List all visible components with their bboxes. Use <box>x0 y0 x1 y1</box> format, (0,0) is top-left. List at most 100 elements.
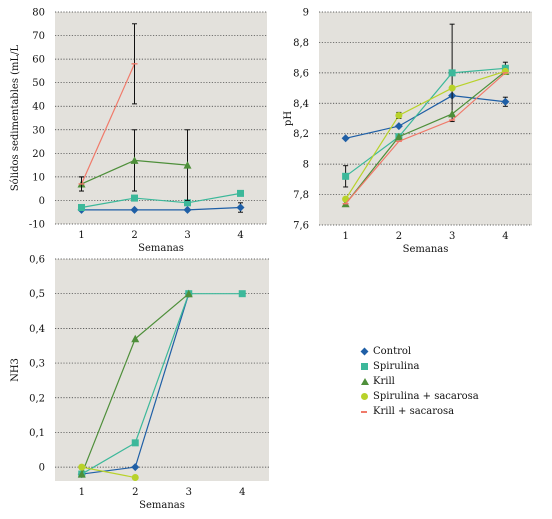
data-point <box>449 119 456 121</box>
y-tick-label: -10 <box>29 220 45 231</box>
plot-area <box>55 12 267 224</box>
data-point <box>183 205 192 214</box>
series-control <box>341 91 510 143</box>
data-point <box>130 156 139 164</box>
series-krill <box>77 289 193 478</box>
data-point <box>131 63 138 65</box>
series-spirulina-sacarosa <box>78 463 139 482</box>
y-tick-label: 0,2 <box>29 393 45 404</box>
x-tick-label: 1 <box>78 230 84 241</box>
square-icon <box>361 363 368 370</box>
y-tick-label: 8,6 <box>293 68 309 79</box>
y-tick-label: 0,6 <box>29 255 45 266</box>
data-point <box>131 334 140 343</box>
data-point <box>236 203 245 212</box>
x-tick-label: 4 <box>237 230 243 241</box>
data-point <box>131 474 139 482</box>
data-point <box>77 470 86 478</box>
x-axis-label: Semanas <box>403 244 449 255</box>
y-tick-label: 8,4 <box>293 99 309 110</box>
x-tick-label: 2 <box>131 230 137 241</box>
legend-label: Control <box>373 346 412 357</box>
y-tick-label: 9 <box>303 8 309 19</box>
dash-icon <box>361 411 367 413</box>
data-point <box>395 111 403 119</box>
series-krill-sacarosa <box>342 72 509 205</box>
series-line <box>345 95 506 139</box>
x-tick-label: 1 <box>342 231 348 242</box>
y-tick-label: 0,1 <box>29 428 45 439</box>
y-tick-label: 50 <box>32 78 45 89</box>
data-point <box>78 463 86 471</box>
y-tick-label: 70 <box>32 31 45 42</box>
y-tick-label: 8,8 <box>293 38 309 49</box>
series-spirulina <box>78 189 244 212</box>
data-point <box>238 290 246 298</box>
x-tick-label: 2 <box>396 231 402 242</box>
data-point <box>237 189 244 197</box>
data-point <box>183 161 192 169</box>
y-tick-label: 30 <box>32 125 45 136</box>
data-point <box>78 204 85 212</box>
legend-label: Spirulina + sacarosa <box>373 391 479 402</box>
series-line <box>81 466 136 479</box>
y-axis-label: pH <box>283 111 294 126</box>
x-tick-label: 3 <box>186 487 192 498</box>
y-tick-label: 0,5 <box>29 289 45 300</box>
y-tick-label: 0,4 <box>29 324 45 335</box>
y-tick-label: 8,2 <box>293 129 309 140</box>
y-tick-label: 0,3 <box>29 359 45 370</box>
y-axis-label: NH3 <box>10 358 21 382</box>
data-point <box>448 109 457 118</box>
data-point <box>448 84 456 92</box>
y-tick-label: 60 <box>32 55 45 66</box>
y-tick-label: 8 <box>303 160 309 171</box>
series-line <box>81 293 243 475</box>
data-point <box>78 183 85 185</box>
plot-area <box>319 12 532 225</box>
x-tick-label: 3 <box>449 231 455 242</box>
data-point <box>131 439 139 447</box>
data-point <box>448 69 456 77</box>
data-point <box>131 463 140 472</box>
data-point <box>130 205 139 214</box>
series-krill-sacarosa <box>78 23 138 192</box>
data-point <box>184 289 193 298</box>
y-tick-label: 7,8 <box>293 190 309 201</box>
legend-label: Krill <box>373 376 395 387</box>
series-line <box>81 192 241 209</box>
diamond-icon <box>360 347 369 356</box>
data-point <box>501 67 509 75</box>
x-tick-label: 1 <box>79 487 85 498</box>
series-line <box>345 72 506 205</box>
y-tick-label: 7,6 <box>293 221 309 232</box>
triangle-icon <box>361 378 369 385</box>
solids-chart: -10 0 10 20 30 40 50 60 70 80 1 2 3 4 Semanas Sólidos s… <box>10 8 267 254</box>
legend-item: Krill + sacarosa <box>361 404 479 419</box>
y-tick-label: 40 <box>32 102 45 113</box>
y-tick-label: 20 <box>32 149 45 160</box>
data-point <box>342 172 350 180</box>
x-tick-label: 3 <box>184 230 190 241</box>
x-tick-label: 4 <box>502 231 508 242</box>
x-axis-label: Semanas <box>139 500 185 511</box>
legend-item: Krill <box>361 374 479 389</box>
legend-item: Spirulina <box>361 359 479 374</box>
y-axis-label: Sólidos sedimentables (mL/L <box>10 44 21 191</box>
circle-icon <box>361 393 368 400</box>
series-control <box>77 202 245 214</box>
data-point <box>394 132 403 141</box>
y-tick-label: 0 <box>39 463 45 474</box>
x-tick-label: 4 <box>239 487 245 498</box>
x-tick-label: 2 <box>132 487 138 498</box>
y-tick-label: 0 <box>39 196 45 207</box>
data-point <box>395 140 402 143</box>
legend-item: Control <box>360 344 479 359</box>
y-tick-label: 80 <box>32 8 45 19</box>
series-line <box>345 70 506 200</box>
data-point <box>341 134 350 143</box>
legend-label: Spirulina <box>373 361 420 372</box>
data-point <box>394 122 403 131</box>
data-point <box>131 194 138 202</box>
